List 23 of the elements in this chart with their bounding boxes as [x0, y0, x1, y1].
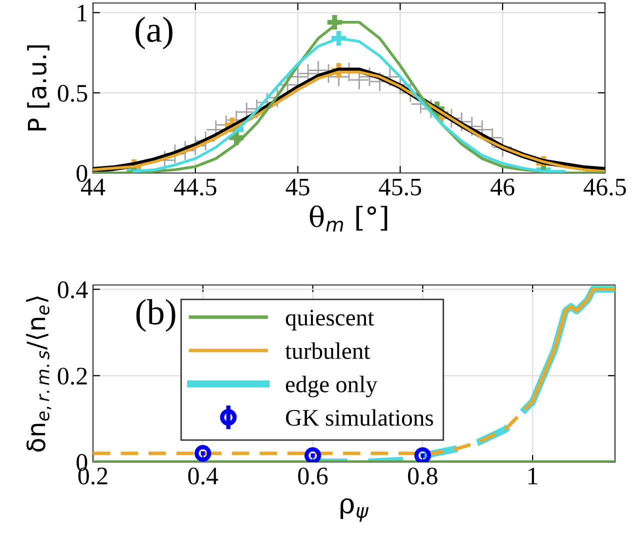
x-tick-label: 45.5 — [378, 178, 422, 196]
x-tick-label: 44.5 — [174, 178, 216, 196]
legend-label: turbulent — [285, 342, 370, 360]
y-tick-label: 1 — [78, 4, 87, 22]
x-tick-label: 0.8 — [408, 468, 438, 485]
x-tick-label: 46.5 — [584, 178, 626, 196]
x-tick-label: 46 — [490, 178, 514, 196]
legend-label: quiescent — [286, 310, 374, 330]
annotation: (a) — [136, 16, 172, 50]
x-tick-label: 45 — [286, 178, 310, 196]
x-axis-title: ρ$_{ψ}$ — [340, 498, 369, 522]
legend-label: edge only — [286, 376, 378, 398]
y-tick-label: 0.2 — [58, 368, 87, 385]
y-axis-title: P [a.u.] — [27, 45, 50, 130]
x-axis-title: θ$_{m}$ [°] — [310, 206, 388, 232]
x-tick-label: 0.6 — [298, 468, 328, 485]
x-tick-label: 0.4 — [188, 468, 218, 485]
y-tick-label: 0.4 — [58, 281, 88, 298]
legend-label: GK simulations — [286, 409, 434, 426]
y-axis-title: δn$_{e,r.m.s}$/⟨n$_{e}$⟩ — [26, 296, 52, 452]
x-tick-label: 1 — [528, 468, 538, 484]
annotation: (b) — [136, 299, 176, 332]
y-tick-label: 0.5 — [58, 84, 88, 102]
